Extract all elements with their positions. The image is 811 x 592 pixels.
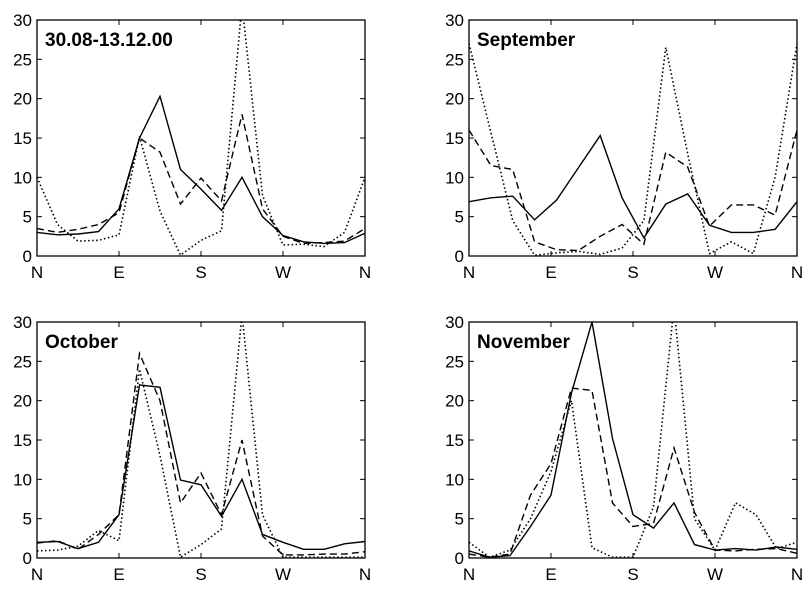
x-tick-label: N [359,565,371,584]
panel-4: 0 5 10 15 20 25 30 N E S W N November [445,313,803,584]
y-tick-label: 25 [445,50,464,69]
y-tick-label: 25 [445,352,464,371]
plot-frame [36,321,366,559]
y-tick-label: 0 [23,549,32,568]
y-tick-label: 30 [13,313,32,332]
panel-title: November [477,332,571,353]
y-tick-label: 30 [445,313,464,332]
y-tick-label: 20 [445,90,464,109]
y-tick-label: 25 [13,50,32,69]
series-dashed-line [469,387,797,558]
y-tick-label: 10 [13,470,32,489]
panel-3: 0 5 10 15 20 25 30 N E S W N October [13,313,371,584]
y-tick-label: 15 [13,431,32,450]
x-tick-label: N [31,263,43,282]
y-tick-label: 5 [23,510,32,529]
y-tick-label: 20 [13,90,32,109]
series-dotted-line [469,43,797,256]
y-tick-label: 5 [455,510,464,529]
series-dashed-line [469,129,797,252]
y-tick-label: 20 [445,392,464,411]
x-tick-label: N [791,565,803,584]
series-solid-line [37,384,365,550]
x-tick-label: W [707,565,723,584]
series-dotted-line [37,322,365,558]
y-tick-label: 0 [23,247,32,266]
y-tick-label: 5 [23,208,32,227]
y-tick-label: 0 [455,247,464,266]
y-tick-label: 20 [13,392,32,411]
x-tick-label: N [463,565,475,584]
x-tick-label: N [31,565,43,584]
x-tick-label: N [359,263,371,282]
y-tick-label: 10 [13,168,32,187]
plot-frame [36,19,366,257]
x-tick-label: E [113,263,124,282]
y-tick-label: 5 [455,208,464,227]
x-tick-label: E [113,565,124,584]
panel-2: 0 5 10 15 20 25 30 N E S W N September [445,11,803,282]
series-dashed-line [37,114,365,245]
x-tick-label: E [545,263,556,282]
x-tick-label: S [627,565,638,584]
x-tick-label: N [463,263,475,282]
series-solid-line [37,94,365,245]
x-tick-label: N [791,263,803,282]
y-tick-label: 10 [445,470,464,489]
x-tick-label: W [707,263,723,282]
y-tick-label: 15 [445,431,464,450]
x-tick-label: W [275,263,291,282]
panel-title: October [45,332,118,353]
panel-title: September [477,30,576,51]
x-tick-label: S [195,263,206,282]
x-tick-label: S [195,565,206,584]
plot-frame [468,19,798,257]
series-dashed-line [37,350,365,556]
panel-title: 30.08-13.12.00 [45,30,173,51]
y-tick-label: 10 [445,168,464,187]
x-tick-label: W [275,565,291,584]
y-tick-label: 30 [445,11,464,30]
panel-1: 0 5 10 15 20 25 30 N E S W N 30.08-13.12.00 [13,11,371,282]
plot-frame [468,321,798,559]
y-tick-label: 15 [13,129,32,148]
x-tick-label: S [627,263,638,282]
y-tick-label: 25 [13,352,32,371]
x-tick-label: E [545,565,556,584]
y-tick-label: 30 [13,11,32,30]
y-tick-label: 15 [445,129,464,148]
series-solid-line [469,322,797,558]
y-tick-label: 0 [455,549,464,568]
